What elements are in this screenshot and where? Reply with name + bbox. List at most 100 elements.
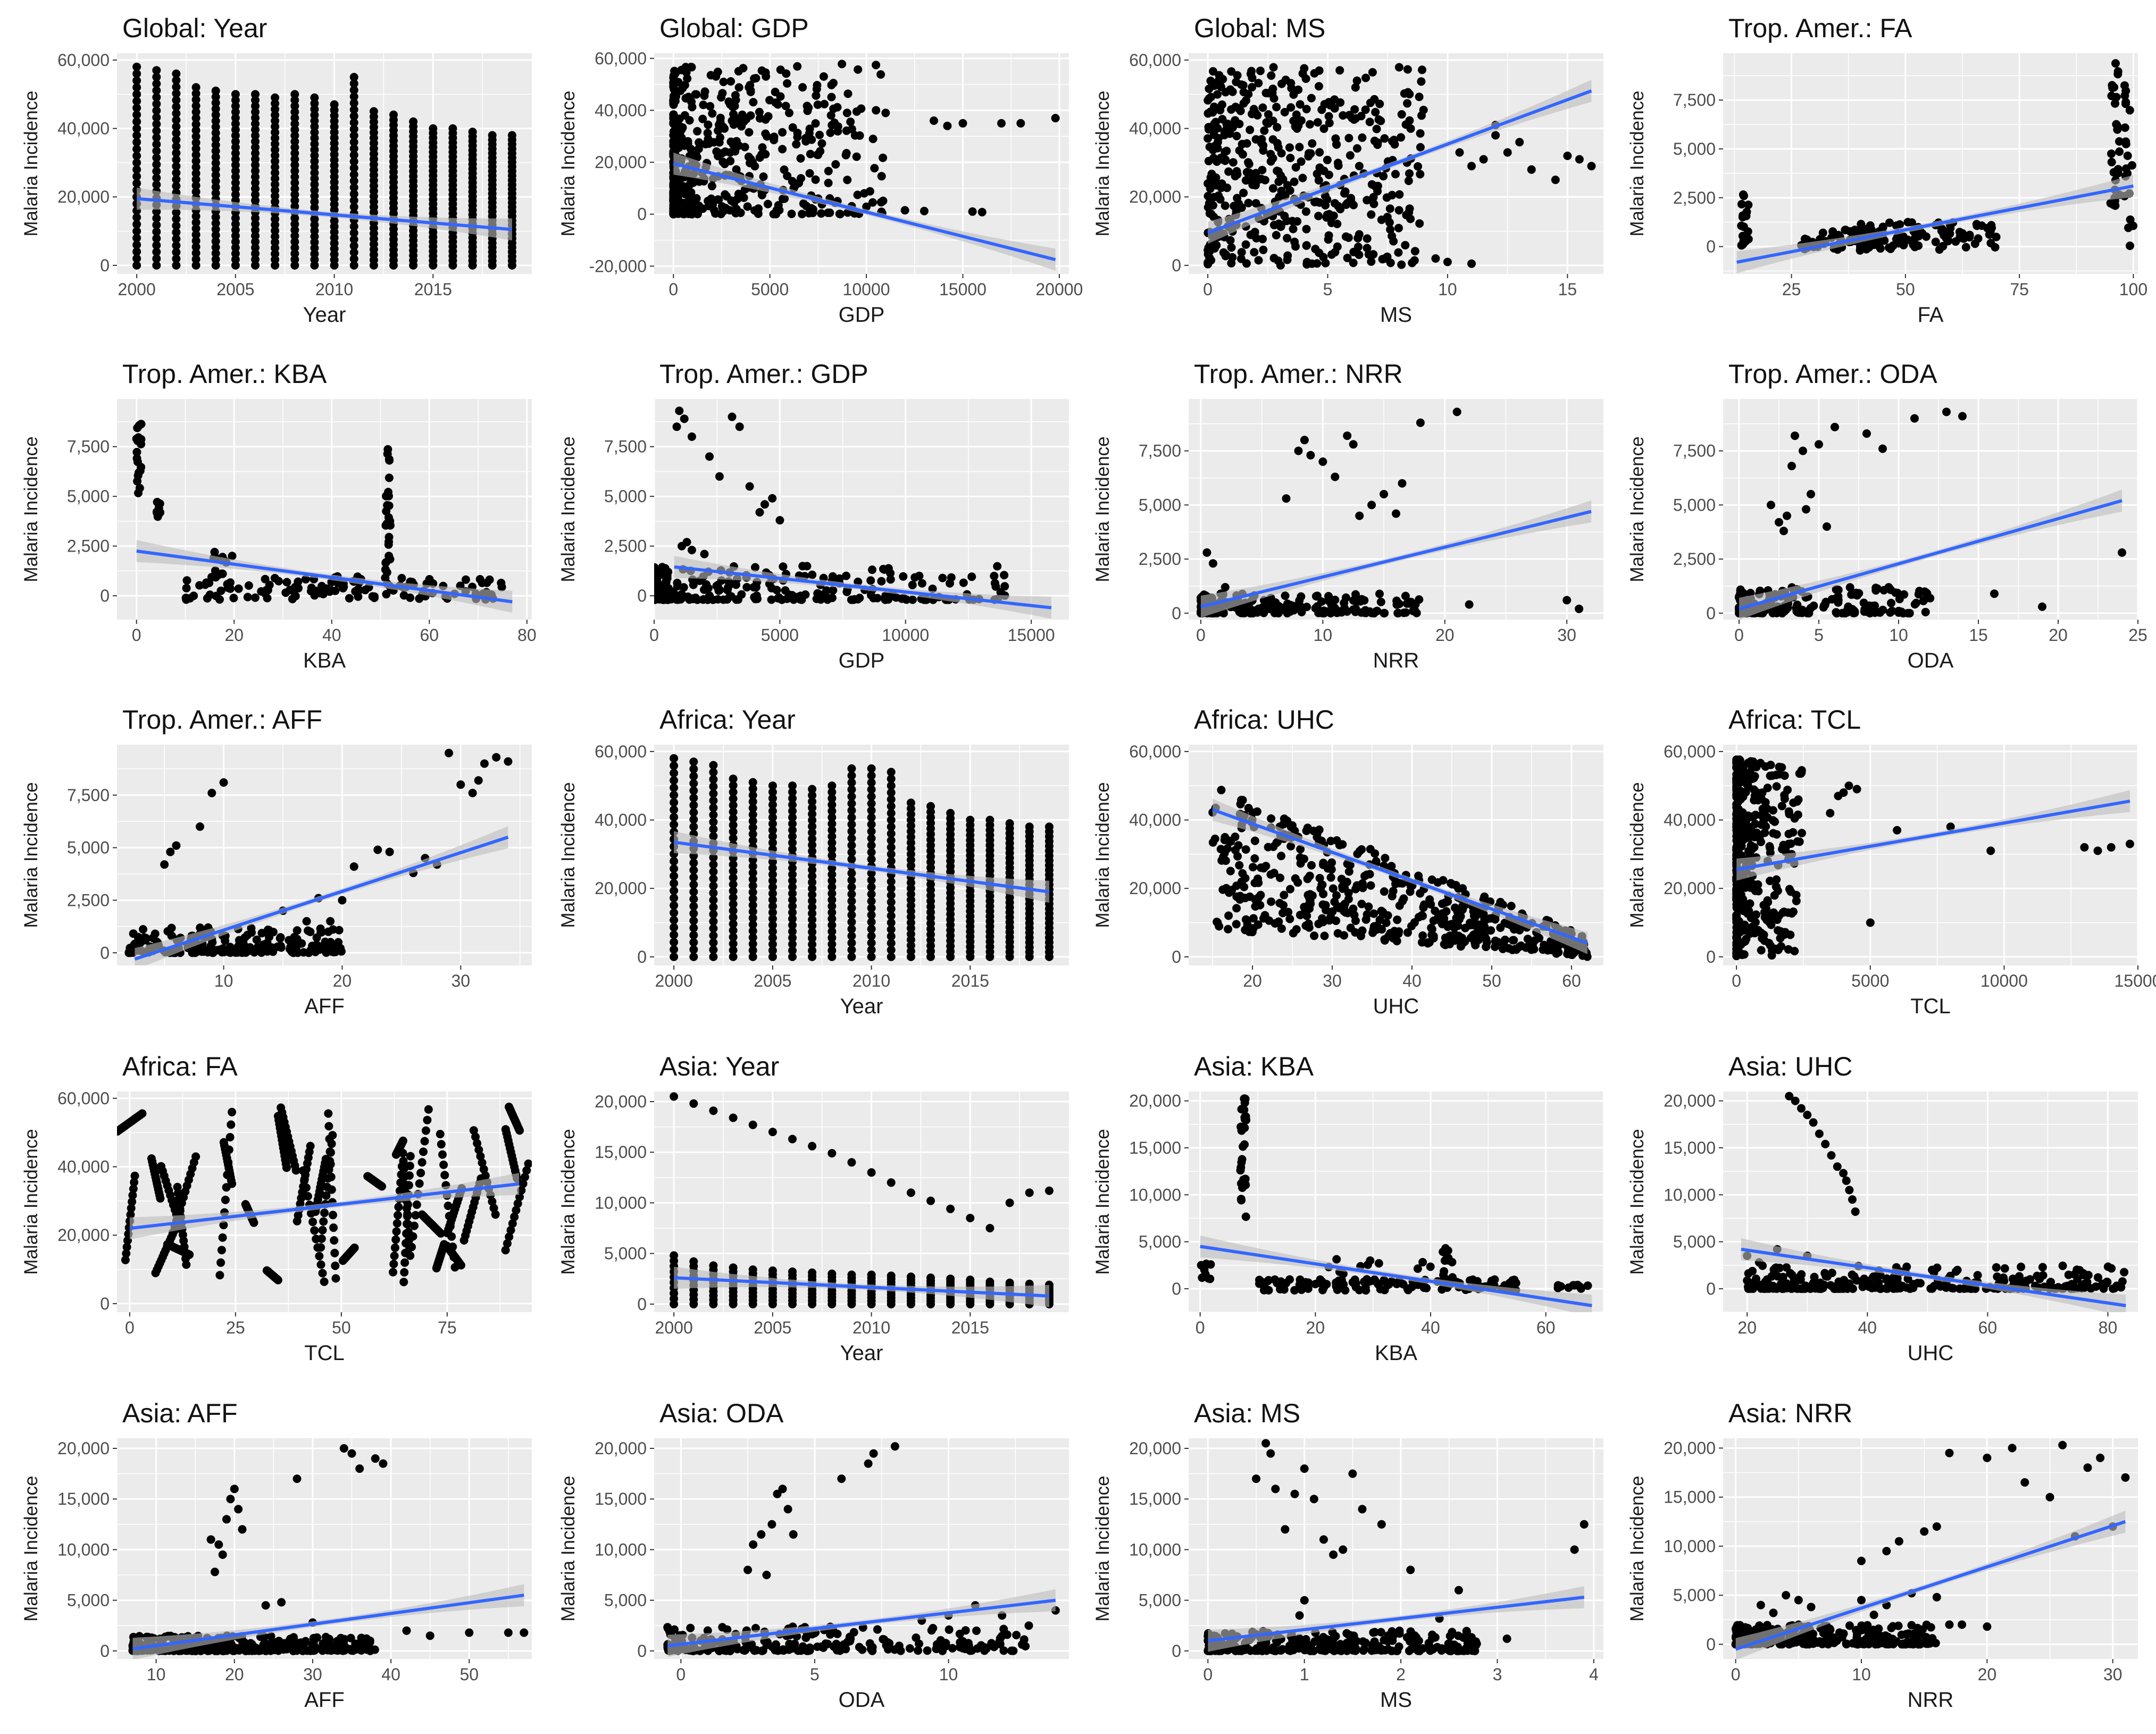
data-point (1317, 597, 1326, 606)
data-point (748, 836, 757, 845)
data-point (1405, 169, 1414, 178)
data-point (132, 227, 141, 236)
data-point (670, 871, 679, 880)
data-point (1766, 761, 1775, 770)
data-point (1407, 922, 1416, 931)
data-point (1249, 863, 1257, 872)
data-point (1793, 810, 1802, 819)
data-point (349, 228, 358, 237)
data-point (251, 125, 260, 134)
data-point (290, 184, 299, 193)
data-point (1779, 930, 1789, 939)
data-point (1760, 828, 1769, 837)
data-point (693, 595, 702, 604)
data-point (745, 128, 754, 137)
x-tick-label: 75 (2010, 280, 2029, 299)
data-point (687, 210, 696, 219)
data-point (1286, 841, 1296, 851)
data-point (345, 594, 354, 603)
data-point (1892, 221, 1901, 230)
data-point (210, 547, 219, 556)
data-point (1491, 131, 1500, 140)
data-point (1221, 583, 1230, 591)
data-point (191, 102, 200, 110)
data-point (670, 776, 679, 785)
data-point (700, 91, 709, 100)
y-tick-label: 2,500 (1673, 549, 1716, 569)
data-point (1221, 155, 1230, 164)
data-point (290, 143, 299, 152)
data-point (1297, 157, 1306, 166)
data-point (191, 243, 200, 252)
data-point (1357, 899, 1366, 908)
data-point (1253, 176, 1261, 185)
data-point (808, 822, 817, 831)
data-point (152, 241, 161, 249)
data-point (1575, 604, 1584, 613)
data-point (381, 573, 390, 582)
data-point (191, 236, 200, 245)
data-point (275, 934, 285, 943)
data-point (191, 163, 200, 172)
data-point (191, 212, 200, 221)
data-point (746, 81, 755, 90)
data-point (693, 127, 702, 136)
data-point (847, 918, 856, 927)
data-point (1416, 143, 1425, 152)
data-point (808, 909, 817, 918)
data-point (867, 827, 876, 836)
data-point (748, 862, 757, 871)
data-point (748, 778, 757, 787)
data-point (828, 572, 837, 581)
data-point (808, 946, 817, 955)
data-point (132, 165, 141, 174)
y-tick-label: -20,000 (589, 256, 647, 276)
data-point (908, 595, 917, 604)
data-point (808, 940, 817, 949)
data-point (1016, 119, 1025, 128)
data-point (831, 160, 840, 169)
data-point (231, 184, 240, 193)
data-point (1363, 196, 1372, 205)
data-point (132, 152, 141, 160)
data-point (729, 807, 738, 816)
data-point (2113, 122, 2122, 131)
data-point (191, 114, 200, 122)
data-point (788, 819, 797, 828)
data-point (1380, 490, 1389, 498)
data-point (172, 228, 181, 237)
data-point (1206, 246, 1215, 255)
data-point (132, 83, 141, 92)
data-point (788, 882, 797, 891)
data-point (887, 815, 896, 824)
data-point (805, 124, 814, 134)
data-point (887, 904, 896, 913)
data-point (847, 931, 856, 940)
data-point (1246, 230, 1255, 239)
x-axis-title: GDP (839, 649, 885, 672)
data-point (811, 175, 820, 184)
data-point (826, 111, 835, 120)
data-point (349, 862, 358, 871)
data-point (828, 876, 837, 885)
data-point (1377, 925, 1386, 934)
data-point (290, 261, 299, 270)
data-point (1507, 921, 1516, 930)
data-point (808, 872, 817, 881)
confidence-band (135, 826, 508, 965)
data-point (1515, 138, 1524, 147)
data-point (1442, 907, 1451, 916)
data-point (867, 764, 876, 773)
data-point (748, 927, 757, 936)
data-point (1339, 111, 1348, 120)
data-point (1888, 241, 1898, 250)
data-point (211, 86, 220, 95)
data-point (1757, 946, 1766, 955)
data-point (855, 131, 864, 140)
data-point (1226, 866, 1235, 876)
y-axis-title: Malaria Incidence (1627, 90, 1648, 236)
data-point (1391, 879, 1400, 888)
data-point (689, 786, 698, 795)
data-point (788, 895, 797, 904)
data-point (687, 432, 696, 441)
